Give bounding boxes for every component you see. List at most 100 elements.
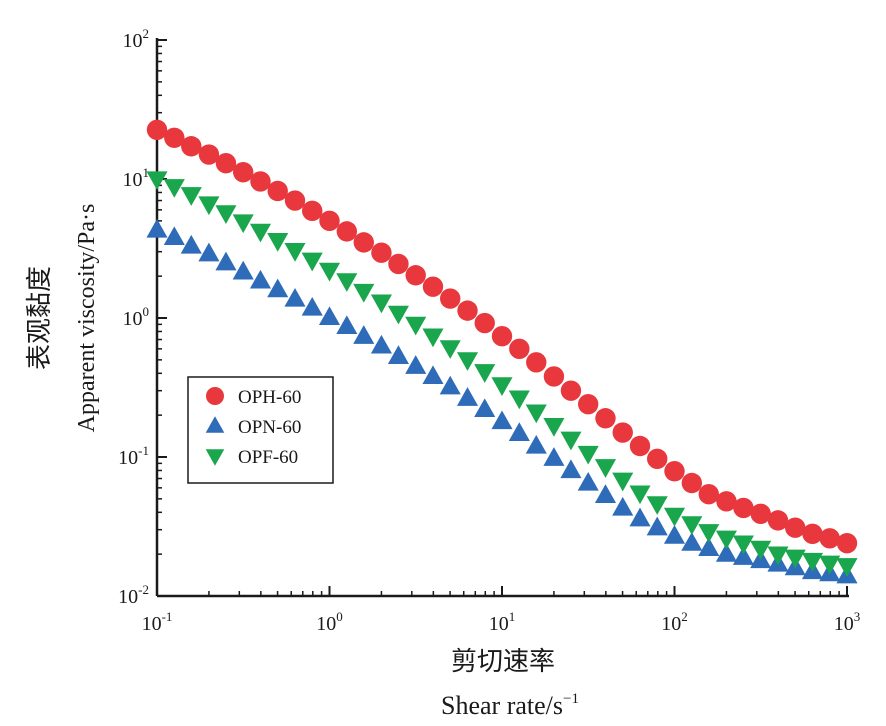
point-opf-60 xyxy=(750,540,772,560)
point-oph-60 xyxy=(526,352,547,373)
point-oph-60 xyxy=(457,300,478,321)
point-opn-60 xyxy=(577,471,599,491)
y-tick-label-base: 10 xyxy=(118,586,138,608)
point-oph-60 xyxy=(164,127,185,148)
x-axis-title-en-exp: −1 xyxy=(563,691,579,707)
point-oph-60 xyxy=(250,171,271,192)
point-opn-60 xyxy=(163,226,185,246)
point-opf-60 xyxy=(318,262,341,282)
point-opn-60 xyxy=(353,325,375,344)
point-opf-60 xyxy=(180,187,202,206)
point-oph-60 xyxy=(698,483,719,505)
legend: OPH-60 OPN-60 OPF-60 xyxy=(187,376,334,484)
y-tick-label-exp: 1 xyxy=(143,165,150,180)
point-oph-60 xyxy=(405,265,426,286)
point-opn-60 xyxy=(180,234,202,254)
point-opn-60 xyxy=(387,345,409,364)
series-opf-60 xyxy=(146,171,858,577)
point-oph-60 xyxy=(560,380,582,401)
point-opf-60 xyxy=(784,549,806,569)
y-tick-label-base: 10 xyxy=(118,447,138,469)
point-oph-60 xyxy=(215,152,237,174)
point-opf-60 xyxy=(732,535,754,555)
point-opn-60 xyxy=(491,410,513,430)
series-oph-60 xyxy=(146,119,858,554)
y-tick-label: 10-1 xyxy=(118,443,149,469)
point-opf-60 xyxy=(301,252,323,272)
point-oph-60 xyxy=(750,503,771,525)
point-opf-60 xyxy=(577,445,599,465)
point-oph-60 xyxy=(716,491,737,512)
point-oph-60 xyxy=(647,448,668,470)
legend-marker-opf-60 xyxy=(205,449,225,466)
x-tick-label-base: 10 xyxy=(316,613,336,635)
point-oph-60 xyxy=(440,288,461,309)
point-opn-60 xyxy=(715,543,737,562)
x-tick-label-base: 10 xyxy=(142,613,162,635)
y-tick-label-exp: 0 xyxy=(143,304,150,319)
point-oph-60 xyxy=(595,408,616,429)
point-opn-60 xyxy=(215,251,237,271)
point-opf-60 xyxy=(767,546,789,566)
x-tick-label: 100 xyxy=(316,609,343,635)
point-oph-60 xyxy=(146,119,168,140)
point-opf-60 xyxy=(198,196,220,216)
point-opf-60 xyxy=(422,328,444,348)
point-opf-60 xyxy=(146,171,168,191)
point-oph-60 xyxy=(612,422,633,443)
point-oph-60 xyxy=(509,338,530,360)
point-oph-60 xyxy=(629,435,651,457)
x-tick-label: 10-1 xyxy=(142,609,173,635)
point-opn-60 xyxy=(456,387,479,406)
point-opn-60 xyxy=(629,507,651,527)
point-opf-60 xyxy=(543,418,565,437)
point-opf-60 xyxy=(439,340,461,359)
point-opf-60 xyxy=(594,459,617,478)
point-opn-60 xyxy=(698,537,720,557)
point-oph-60 xyxy=(767,510,789,531)
point-oph-60 xyxy=(664,461,685,482)
series-opn-60 xyxy=(146,218,858,584)
x-tick-label: 101 xyxy=(489,609,516,635)
point-opf-60 xyxy=(801,552,824,572)
point-opf-60 xyxy=(663,507,686,527)
point-opf-60 xyxy=(836,558,858,577)
y-tick-label-base: 10 xyxy=(123,30,143,52)
point-opn-60 xyxy=(681,532,703,551)
point-opn-60 xyxy=(594,484,617,503)
point-opn-60 xyxy=(474,398,496,418)
point-opn-60 xyxy=(146,218,168,238)
point-opf-60 xyxy=(491,377,513,396)
y-tick-label-exp: -1 xyxy=(138,443,149,458)
point-opn-60 xyxy=(249,269,272,289)
x-axis-title-cn: 剪切速率 xyxy=(451,647,555,676)
y-tick-label-base: 10 xyxy=(123,308,143,330)
point-oph-60 xyxy=(198,144,220,165)
point-opn-60 xyxy=(267,278,289,298)
point-oph-60 xyxy=(284,190,306,211)
point-oph-60 xyxy=(422,276,444,297)
point-oph-60 xyxy=(836,532,858,554)
point-opf-60 xyxy=(612,472,634,492)
legend-marker-opn-60 xyxy=(205,416,225,433)
point-opf-60 xyxy=(370,294,392,314)
point-opn-60 xyxy=(439,375,461,395)
point-opn-60 xyxy=(198,242,220,262)
x-tick-label-exp: 2 xyxy=(681,609,688,624)
point-opf-60 xyxy=(698,524,720,543)
point-oph-60 xyxy=(681,472,703,494)
point-opf-60 xyxy=(336,273,358,292)
point-opn-60 xyxy=(612,496,634,516)
y-tick-label: 101 xyxy=(123,165,150,191)
y-tick-label: 100 xyxy=(123,304,150,330)
point-opf-60 xyxy=(405,316,427,336)
point-oph-60 xyxy=(577,393,599,415)
y-tick-label-exp: 2 xyxy=(143,26,150,41)
point-opf-60 xyxy=(284,243,306,262)
point-opn-60 xyxy=(301,296,323,316)
point-oph-60 xyxy=(474,312,495,334)
point-oph-60 xyxy=(181,136,202,157)
point-opn-60 xyxy=(508,422,530,441)
point-opn-60 xyxy=(732,546,754,565)
